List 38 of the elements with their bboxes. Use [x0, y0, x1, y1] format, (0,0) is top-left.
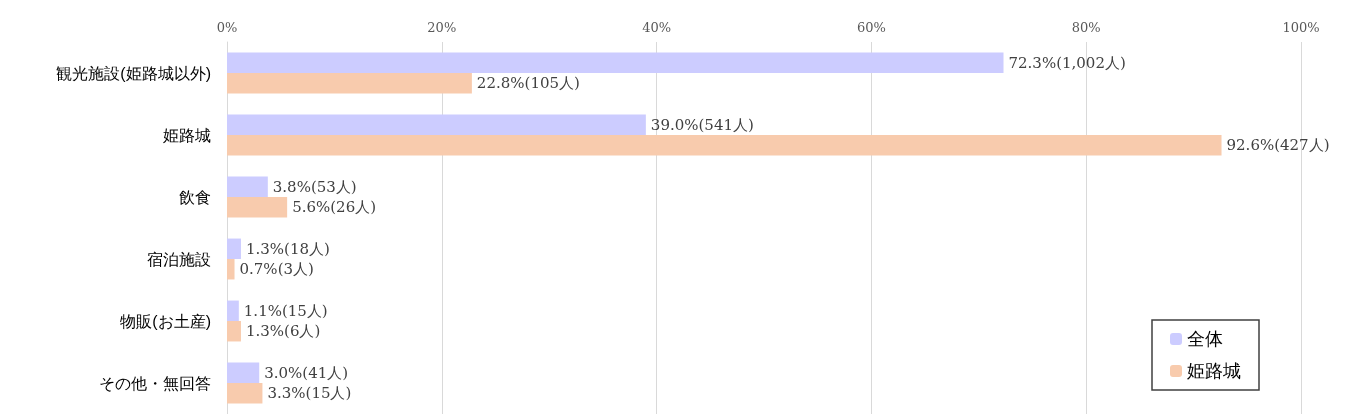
bar [227, 259, 235, 280]
bar [227, 135, 1222, 156]
bar [227, 52, 1004, 73]
bar [227, 176, 268, 197]
x-tick-label: 60% [856, 20, 886, 35]
bar [227, 73, 472, 94]
data-label: 39.0%(541人) [650, 115, 754, 134]
data-label: 0.7%(3人) [239, 260, 314, 279]
y-tick-label: 物販(お土産) [120, 312, 211, 330]
bar [227, 321, 241, 342]
data-label: 3.8%(53人) [272, 177, 357, 196]
data-label: 1.1%(15人) [243, 301, 328, 320]
bar [227, 362, 260, 383]
x-tick-label: 0% [216, 20, 238, 35]
data-label: 22.8%(105人) [476, 74, 580, 93]
y-tick-label: 飲食 [179, 188, 211, 206]
bar [227, 114, 646, 135]
y-tick-label: 姫路城 [163, 126, 211, 144]
legend-label: 全体 [1187, 329, 1223, 349]
legend-label: 姫路城 [1187, 361, 1241, 381]
x-tick-label: 100% [1282, 20, 1320, 35]
bar [227, 300, 239, 321]
data-label: 1.3%(18人) [245, 239, 330, 258]
data-label: 1.3%(6人) [245, 322, 321, 341]
y-tick-label: 宿泊施設 [147, 250, 211, 268]
data-label: 3.0%(41人) [264, 363, 349, 382]
bar [227, 238, 241, 259]
data-label: 3.3%(15人) [267, 384, 352, 403]
bar [227, 197, 288, 218]
y-tick-label: 観光施設(姫路城以外) [56, 64, 211, 82]
data-label: 72.3%(1,002人) [1008, 53, 1126, 72]
data-label: 92.6%(427人) [1226, 136, 1330, 155]
x-tick-label: 80% [1071, 20, 1101, 35]
y-tick-label: その他・無回答 [99, 374, 211, 392]
x-tick-label: 20% [427, 20, 457, 35]
bar [227, 383, 263, 404]
x-tick-label: 40% [642, 20, 672, 35]
data-label: 5.6%(26人) [292, 198, 377, 217]
